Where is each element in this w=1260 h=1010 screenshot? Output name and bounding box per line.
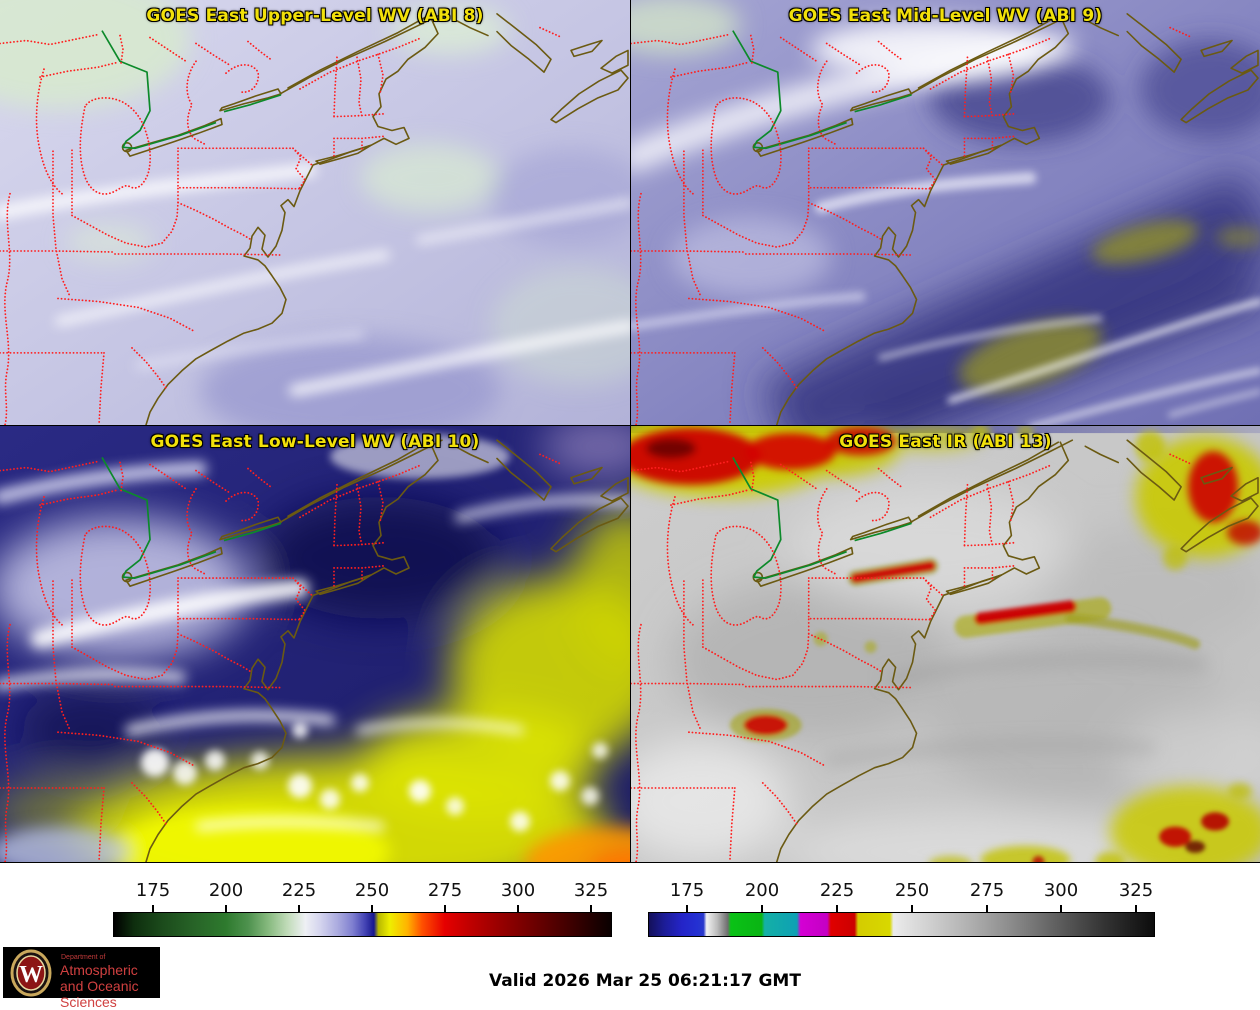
colorbar-tick-label: 300 [500,880,536,901]
colorbar-tick [836,905,838,912]
colorbar-tick [517,905,519,912]
colorbar-tick [371,905,373,912]
colorbar-tick-label: 175 [669,880,705,901]
colorbar-tick [444,905,446,912]
quadrant-grid: GOES East Upper-Level WV (ABI 8) [0,0,1260,863]
logo-dept-text: Department of [61,954,106,961]
colorbar-tick [1135,905,1137,912]
colorbar-tick-label: 325 [1118,880,1154,901]
panel-title: GOES East IR (ABI 13) [839,432,1052,452]
panel-low-level-wv: GOES East Low-Level WV (ABI 10) [0,426,630,862]
colorbar-tick-label: 250 [354,880,390,901]
valid-timestamp: Valid 2026 Mar 25 06:21:17 GMT [489,971,801,991]
panel-ir: GOES East IR (ABI 13) [631,426,1260,862]
panel-title: GOES East Upper-Level WV (ABI 8) [146,6,484,26]
colorbar-tick [590,905,592,912]
colorbar-tick-label: 325 [573,880,609,901]
satellite-scene-abi13 [631,426,1260,862]
colorbar-tick-label: 225 [281,880,317,901]
ir-colorbar-gradient [648,912,1155,937]
colorbar-tick-label: 250 [894,880,930,901]
colorbar-tick [761,905,763,912]
uw-aos-logo: W Department of Atmospheric and Oceanic … [3,947,160,1010]
uw-crest-icon: W [10,949,52,997]
svg-text:W: W [19,962,43,988]
colorbar-tick-label: 300 [1043,880,1079,901]
colorbar-tick [911,905,913,912]
colorbar-strip: 175 200 225 250 275 300 325 175 200 225 … [0,863,1260,1010]
panel-mid-level-wv: GOES East Mid-Level WV (ABI 9) [631,0,1260,425]
colorbar-tick-label: 225 [819,880,855,901]
panel-upper-level-wv: GOES East Upper-Level WV (ABI 8) [0,0,630,425]
colorbar-tick [225,905,227,912]
satellite-scene-abi10 [0,426,630,862]
colorbar-tick-label: 200 [744,880,780,901]
colorbar-tick [986,905,988,912]
colorbar-tick [1060,905,1062,912]
colorbar-tick [298,905,300,912]
colorbar-tick [152,905,154,912]
panel-title: GOES East Mid-Level WV (ABI 9) [788,6,1103,26]
logo-line1-text: Atmospheric [60,962,138,978]
colorbar-tick-label: 275 [427,880,463,901]
wv-colorbar-gradient [113,912,612,937]
satellite-scene-abi9 [631,0,1260,425]
colorbar-tick-label: 275 [969,880,1005,901]
colorbar-tick-label: 175 [135,880,171,901]
satellite-scene-abi8 [0,0,630,425]
logo-line2-text: and Oceanic Sciences [60,978,139,1010]
colorbar-tick [686,905,688,912]
panel-title: GOES East Low-Level WV (ABI 10) [150,432,480,452]
colorbar-tick-label: 200 [208,880,244,901]
